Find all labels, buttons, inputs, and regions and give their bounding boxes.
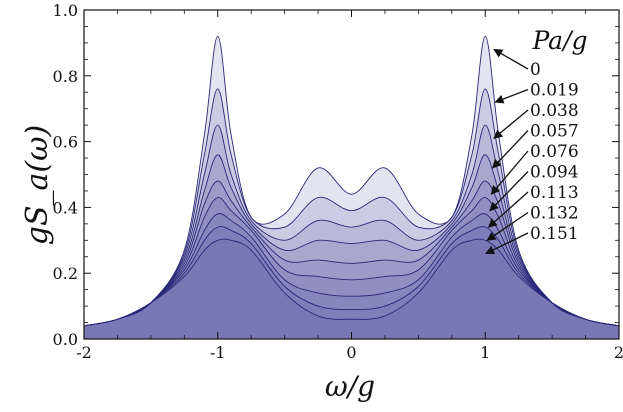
area-fill-0.113: [84, 213, 619, 339]
legend-title: Pa/g: [531, 26, 587, 55]
legend-arrow-0.113: [487, 191, 529, 228]
series-line-0.019: [83, 88, 620, 327]
series-line-group: [83, 35, 620, 327]
series-line-0.094: [83, 197, 620, 327]
series-line-0.038: [83, 124, 620, 327]
series-line-0.132: [83, 226, 620, 327]
legend-arrow-0.038: [493, 109, 529, 139]
area-fill-0.094: [84, 197, 619, 339]
legend-label-0.076: 0.076: [530, 142, 579, 162]
legend-arrow-0.132: [486, 211, 529, 241]
area-fill-0.132: [84, 226, 619, 339]
series-line-0.076: [83, 180, 620, 327]
legend-label-0.094: 0.094: [530, 163, 579, 183]
area-fill-0.019: [84, 88, 619, 340]
legend-label-0.019: 0.019: [530, 81, 579, 101]
x-tick-label: 0: [346, 343, 356, 362]
legend-label-0.038: 0.038: [530, 101, 579, 121]
area-fill-0: [84, 36, 619, 339]
axes-group: -2 -1 0 1 2 0.0 0.2 0.4 0.6 0.8 1.0: [53, 1, 623, 362]
legend-group: 00.0190.0380.0570.0760.0940.1130.1320.15…: [485, 48, 579, 255]
y-tick-label: 0.4: [53, 198, 78, 217]
area-fill-0.076: [84, 181, 619, 339]
legend-arrow-0.151: [485, 232, 529, 255]
series-line-0: [83, 35, 620, 327]
legend-label-0.113: 0.113: [530, 183, 579, 203]
legend-arrow-0: [493, 48, 529, 70]
legend-arrow-0.076: [490, 150, 529, 195]
y-tick-label: 0.2: [53, 264, 78, 283]
x-axis-title: ω/g: [325, 370, 375, 403]
y-tick-label: 1.0: [53, 1, 78, 20]
area-fill-0.151: [84, 239, 619, 339]
legend-label-0.057: 0.057: [530, 122, 579, 142]
x-tick-label: -1: [210, 343, 226, 362]
area-fill-0.057: [84, 154, 619, 339]
legend-label-0.132: 0.132: [530, 204, 579, 224]
series-line-0.151: [83, 238, 620, 327]
legend-arrow-0.057: [491, 130, 529, 169]
x-tick-label: 1: [480, 343, 490, 362]
area-series-group: [84, 36, 619, 340]
y-tick-label: 0.8: [53, 67, 78, 86]
x-tick-label: -2: [76, 343, 92, 362]
area-fill-0.038: [84, 125, 619, 340]
series-line-0.113: [83, 213, 620, 327]
y-tick-label: 0.6: [53, 133, 78, 152]
legend-label-0: 0: [530, 60, 541, 80]
y-axis-title: gS_a(ω): [20, 125, 55, 246]
x-tick-label: 2: [614, 343, 623, 362]
legend-arrow-0.094: [489, 171, 529, 212]
y-tick-label: 0.0: [53, 330, 78, 349]
legend-label-0.151: 0.151: [530, 224, 579, 244]
legend-arrow-0.019: [494, 88, 529, 104]
